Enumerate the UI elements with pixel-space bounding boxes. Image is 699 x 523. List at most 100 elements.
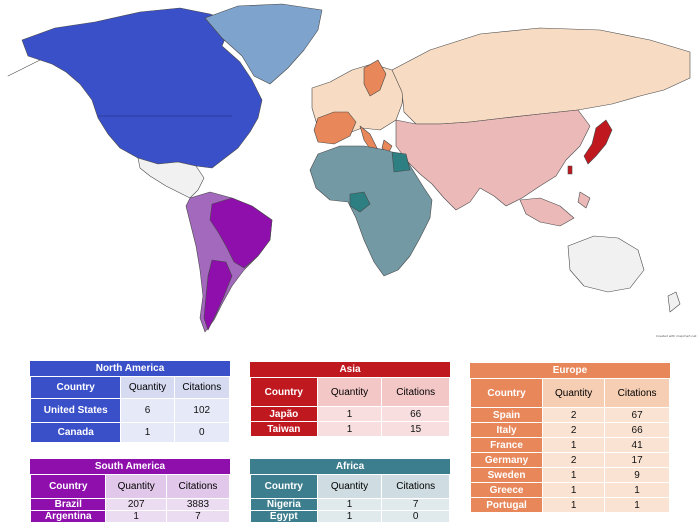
table-row: France 1 41 — [471, 438, 669, 452]
header-quantity: Quantity — [121, 377, 174, 398]
table-row: Taiwan 1 15 — [251, 422, 449, 436]
table-row: Italy 2 66 — [471, 423, 669, 437]
citations-cell: 7 — [382, 499, 449, 510]
country-cell: Taiwan — [251, 422, 317, 436]
scandinavia-highlight — [363, 59, 387, 97]
header-quantity: Quantity — [543, 379, 605, 407]
asia-region — [395, 109, 591, 211]
header-quantity: Quantity — [317, 378, 382, 406]
quantity-cell: 6 — [121, 399, 174, 422]
asia-table: Asia Country Quantity Citations Japão 1 … — [250, 362, 450, 437]
country-cell: Greece — [471, 483, 543, 497]
header-country: Country — [251, 475, 317, 498]
header-citations: Citations — [174, 377, 229, 398]
south-america-title: South America — [30, 459, 230, 474]
brazil — [209, 197, 273, 269]
map-credit: Created with mapchart.net — [656, 334, 697, 338]
header-country: Country — [31, 377, 121, 398]
header-citations: Citations — [166, 475, 229, 498]
country-cell: Canada — [31, 423, 121, 442]
country-cell: Germany — [471, 453, 543, 467]
southeast-asia — [519, 191, 591, 227]
citations-cell: 3883 — [166, 499, 229, 510]
country-cell: Spain — [471, 408, 543, 422]
mexico-central-america — [137, 157, 205, 199]
australia — [567, 235, 645, 293]
table-row: Egypt 1 0 — [251, 511, 449, 522]
table-row: Japão 1 66 — [251, 407, 449, 421]
new-zealand — [667, 291, 681, 313]
table-row: Germany 2 17 — [471, 453, 669, 467]
japan — [583, 119, 613, 165]
nigeria — [349, 191, 371, 213]
country-cell: United States — [31, 399, 121, 422]
header-quantity: Quantity — [317, 475, 382, 498]
country-cell: France — [471, 438, 543, 452]
country-cell: Nigeria — [251, 499, 317, 510]
table-row: United States 6 102 — [31, 399, 229, 422]
quantity-cell: 1 — [543, 498, 605, 512]
asia-title: Asia — [250, 362, 450, 377]
africa-grid: Country Quantity Citations Nigeria 1 7 E… — [250, 474, 450, 523]
country-cell: Portugal — [471, 498, 543, 512]
table-row: Argentina 1 7 — [31, 511, 229, 522]
south-america-table: South America Country Quantity Citations… — [30, 459, 230, 523]
country-cell: Egypt — [251, 511, 317, 522]
alaska-tail — [7, 59, 41, 77]
quantity-cell: 1 — [317, 511, 382, 522]
north-america-region — [21, 7, 263, 169]
europe-title: Europe — [470, 363, 670, 378]
citations-cell: 9 — [605, 468, 669, 482]
africa-title: Africa — [250, 459, 450, 474]
north-america-table: North America Country Quantity Citations… — [30, 361, 230, 443]
citations-cell: 66 — [382, 407, 449, 421]
quantity-cell: 207 — [106, 499, 166, 510]
table-row: Sweden 1 9 — [471, 468, 669, 482]
header-citations: Citations — [382, 378, 449, 406]
table-row: Greece 1 1 — [471, 483, 669, 497]
quantity-cell: 2 — [543, 423, 605, 437]
header-country: Country — [251, 378, 317, 406]
world-map — [7, 3, 691, 333]
quantity-cell: 1 — [121, 423, 174, 442]
citations-cell: 15 — [382, 422, 449, 436]
greenland — [204, 3, 323, 85]
country-cell: Argentina — [31, 511, 106, 522]
header-quantity: Quantity — [106, 475, 166, 498]
citations-cell: 66 — [605, 423, 669, 437]
quantity-cell: 1 — [106, 511, 166, 522]
africa-table: Africa Country Quantity Citations Nigeri… — [250, 459, 450, 523]
south-america-grid: Country Quantity Citations Brazil 207 38… — [30, 474, 230, 523]
western-europe-highlight — [313, 111, 357, 145]
egypt — [391, 151, 411, 173]
citations-cell: 7 — [166, 511, 229, 522]
citations-cell: 102 — [174, 399, 229, 422]
north-america-title: North America — [30, 361, 230, 376]
country-cell: Italy — [471, 423, 543, 437]
quantity-cell: 2 — [543, 408, 605, 422]
country-cell: Japão — [251, 407, 317, 421]
citations-cell: 1 — [605, 483, 669, 497]
citations-cell: 0 — [174, 423, 229, 442]
citations-cell: 0 — [382, 511, 449, 522]
argentina — [203, 259, 233, 331]
citations-cell: 67 — [605, 408, 669, 422]
citations-cell: 41 — [605, 438, 669, 452]
header-citations: Citations — [605, 379, 669, 407]
country-cell: Sweden — [471, 468, 543, 482]
table-row: Spain 2 67 — [471, 408, 669, 422]
quantity-cell: 1 — [317, 499, 382, 510]
table-row: Portugal 1 1 — [471, 498, 669, 512]
north-america-grid: Country Quantity Citations United States… — [30, 376, 230, 443]
quantity-cell: 1 — [543, 483, 605, 497]
table-row: Nigeria 1 7 — [251, 499, 449, 510]
country-cell: Brazil — [31, 499, 106, 510]
header-country: Country — [31, 475, 106, 498]
table-row: Brazil 207 3883 — [31, 499, 229, 510]
quantity-cell: 2 — [543, 453, 605, 467]
asia-grid: Country Quantity Citations Japão 1 66 Ta… — [250, 377, 450, 437]
citations-cell: 17 — [605, 453, 669, 467]
europe-grid: Country Quantity Citations Spain 2 67 It… — [470, 378, 670, 513]
quantity-cell: 1 — [317, 422, 382, 436]
table-row: Canada 1 0 — [31, 423, 229, 442]
